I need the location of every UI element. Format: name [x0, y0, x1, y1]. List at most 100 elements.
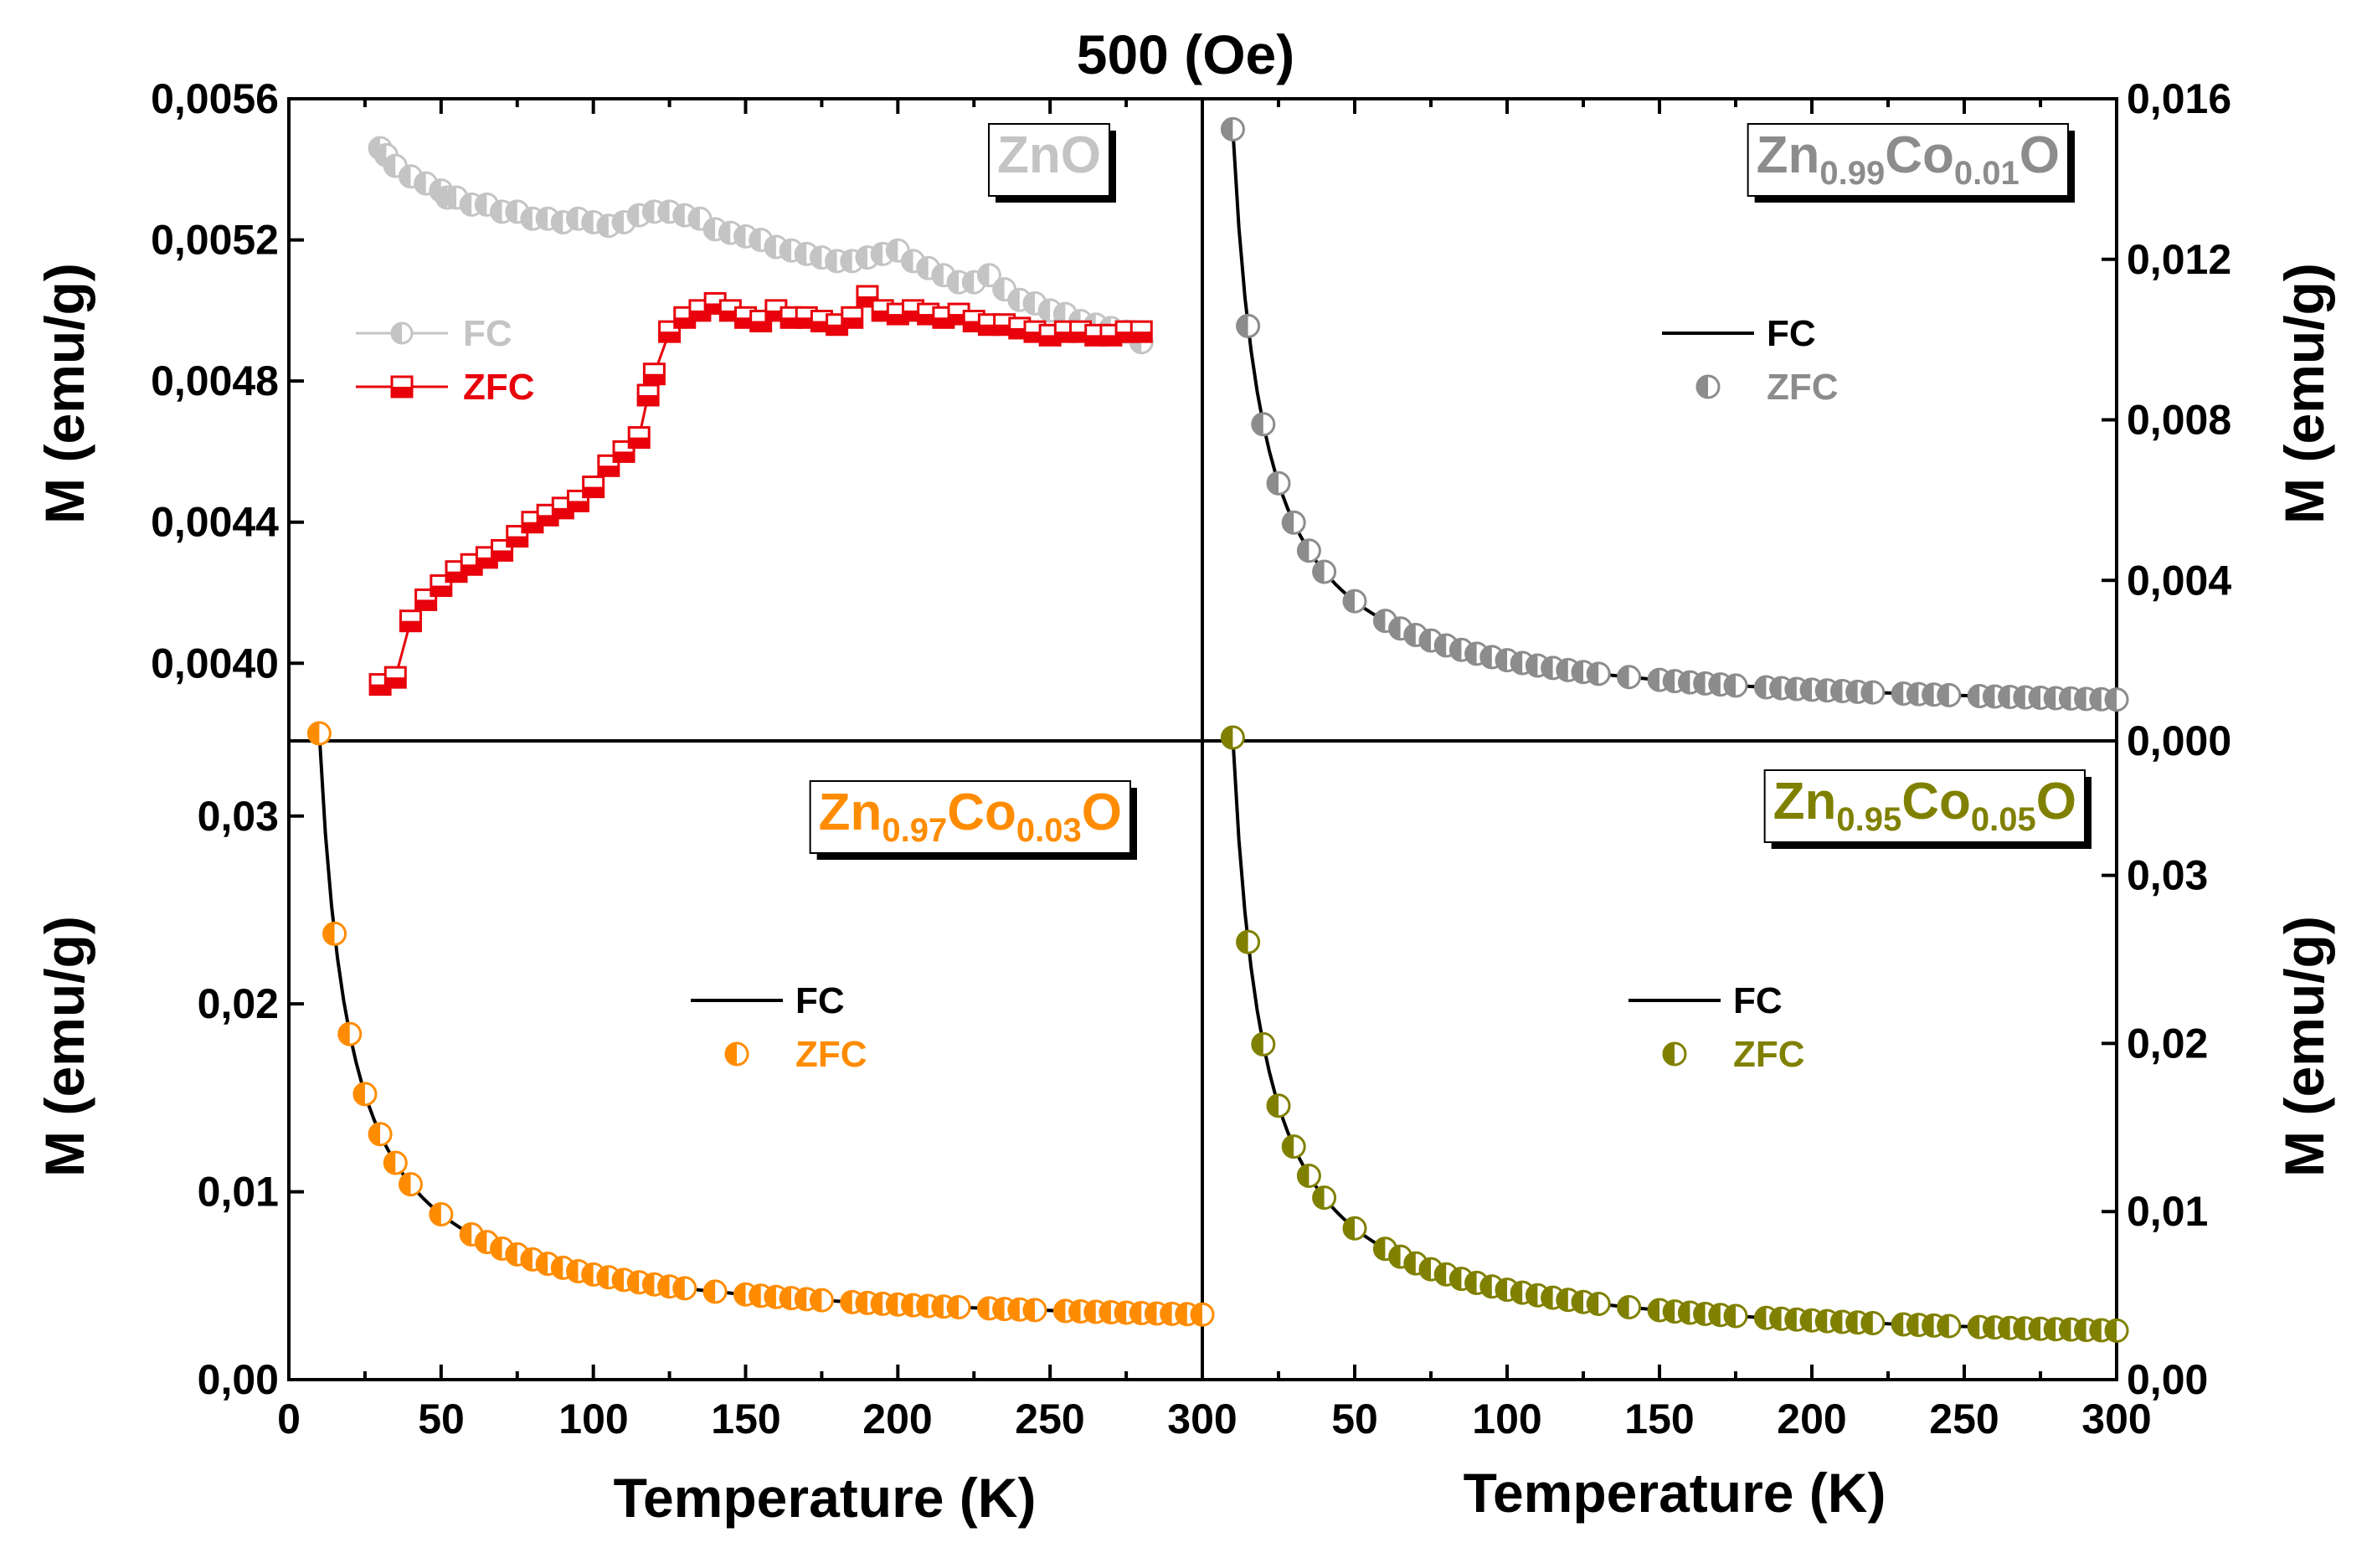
y-tick-label: 0,01 [2127, 1188, 2208, 1235]
zfc-point-fill [1131, 332, 1152, 342]
y-tick-label: 0,008 [2127, 397, 2231, 444]
zfc-point-fill [1679, 671, 1690, 694]
zfc-point-fill [856, 1292, 867, 1314]
zfc-point-fill [750, 321, 771, 332]
zfc-point-fill [353, 1082, 365, 1105]
fc-point-fill [872, 243, 883, 265]
zfc-point-fill [491, 550, 512, 561]
panel-zn099co001o: 0,000 0,004 0,008 0,012 0,016 FC ZFC Zn0.99Co0.… [1220, 75, 2231, 764]
fc-point-fill [491, 200, 502, 223]
zfc-point-fill [1389, 617, 1401, 640]
fc-point-fill [917, 257, 929, 280]
zfc-point-fill [1770, 1308, 1782, 1330]
zfc-point-fill [810, 1289, 822, 1312]
sample-label: Zn0.97Co0.03O [819, 784, 1122, 849]
sample-label-part: Zn [1773, 773, 1837, 830]
y-tick-label: 0,02 [198, 980, 279, 1027]
legend-fc-marker-fill [392, 323, 402, 343]
y-tick-label: 0,012 [2127, 236, 2231, 283]
zfc-point-fill [872, 1293, 883, 1315]
sample-label-part: 0.05 [1971, 801, 2036, 838]
x-tick-label: 300 [1167, 1396, 1237, 1442]
zfc-point-fill [2045, 686, 2056, 709]
zfc-point-fill [932, 1295, 944, 1318]
zfc-point-fill [795, 1288, 807, 1310]
zfc-point-fill [507, 536, 527, 547]
zfc-point-fill [1283, 1135, 1294, 1158]
zfc-point-fill [1420, 630, 1431, 652]
legend-fc-label: FC [1767, 313, 1816, 354]
sample-label-part: O [2036, 773, 2076, 830]
fc-point-fill [567, 208, 579, 230]
zfc-point-fill [841, 1291, 852, 1314]
y-tick-label: 0,0040 [151, 640, 279, 686]
fc-point-fill [764, 236, 776, 258]
zfc-point-fill [1907, 1314, 1919, 1336]
zfc-point-fill [1435, 1263, 1447, 1286]
zfc-point-fill [659, 332, 680, 342]
sample-label-part: Co [1885, 126, 1954, 184]
zfc-point-fill [2075, 1319, 2086, 1341]
zfc-point-fill [1222, 118, 1233, 141]
zfc-point-fill [1252, 1033, 1263, 1056]
sample-label-part: Zn [819, 784, 882, 841]
fc-point-fill [628, 204, 640, 227]
zfc-point-fill [1344, 1217, 1355, 1240]
zfc-point-fill [673, 1277, 685, 1299]
fc-point-fill [399, 165, 411, 188]
zfc-point-fill [1937, 684, 1949, 707]
sample-label-box [1763, 769, 2086, 843]
zfc-point-fill [1435, 635, 1447, 657]
zfc-point-fill [1008, 1298, 1020, 1321]
zfc-point-fill [1556, 1288, 1568, 1311]
zfc-point-fill [537, 1252, 548, 1275]
sample-label-part: Zn [1757, 126, 1820, 184]
zfc-point-fill [1283, 512, 1294, 534]
sample-label: ZnO [997, 126, 1101, 184]
fc-point-fill [506, 200, 517, 223]
zfc-point-fill [2014, 686, 2025, 709]
zfc-point-fill [1480, 645, 1492, 668]
zfc-point-fill [993, 1298, 1005, 1320]
zfc-point-fill [568, 501, 589, 512]
y-axis-title-bottom-left: M (emu/g) [33, 916, 95, 1177]
x-tick-label: 200 [862, 1396, 932, 1442]
zfc-point-fill [430, 585, 451, 596]
zfc-point-fill [948, 1296, 960, 1319]
zfc-point-fill [1054, 1299, 1066, 1322]
y-tick-label: 0,0056 [151, 75, 279, 122]
zfc-point-fill [749, 1284, 761, 1307]
sample-label-part: 0.95 [1836, 801, 1901, 838]
fc-point-fill [810, 246, 822, 269]
zfc-point-fill [887, 1293, 898, 1316]
panel-zn095co005o: 0,00 0,01 0,02 0,03 FC ZFC Zn0.95Co0.05O [1220, 725, 2208, 1403]
fc-point-fill [552, 211, 563, 234]
zfc-point-fill [1846, 1311, 1858, 1334]
zfc-point-fill [902, 1294, 913, 1317]
zfc-point-fill [1069, 1300, 1081, 1323]
legend-zfc-label: ZFC [1767, 367, 1839, 408]
fc-point-fill [963, 271, 975, 294]
x-tick-label: 50 [1331, 1396, 1378, 1442]
sample-label-part: 0.03 [1016, 812, 1082, 849]
zfc-point-fill [1344, 590, 1355, 613]
zfc-point-fill [1374, 1237, 1386, 1260]
zfc-point-fill [2090, 1319, 2102, 1342]
legend-zfc-marker-fill [392, 387, 412, 397]
zfc-point-fill [1922, 1314, 1934, 1337]
fc-point-fill [537, 208, 548, 230]
y-tick-label: 0,00 [2127, 1356, 2208, 1403]
x-tick-label: 250 [1015, 1396, 1084, 1442]
zfc-point-fill [643, 1273, 655, 1296]
panel-zn097co003o: 0,00 0,01 0,02 0,03 FC ZFC Zn0.97Co0.03O [198, 721, 1215, 1403]
zfc-point-fill [764, 1286, 776, 1308]
y-axis-title-bottom-right: M (emu/g) [2273, 916, 2335, 1177]
zfc-point-fill [369, 1123, 381, 1145]
zfc-point-fill [1587, 1293, 1599, 1315]
figure-title: 500 (Oe) [1077, 23, 1294, 85]
zfc-point-fill [1313, 1186, 1325, 1209]
zfc-point-fill [597, 1266, 609, 1288]
zfc-point-fill [491, 1237, 502, 1260]
sample-label-part: 0.99 [1819, 155, 1885, 192]
zfc-point-fill [1541, 656, 1553, 679]
